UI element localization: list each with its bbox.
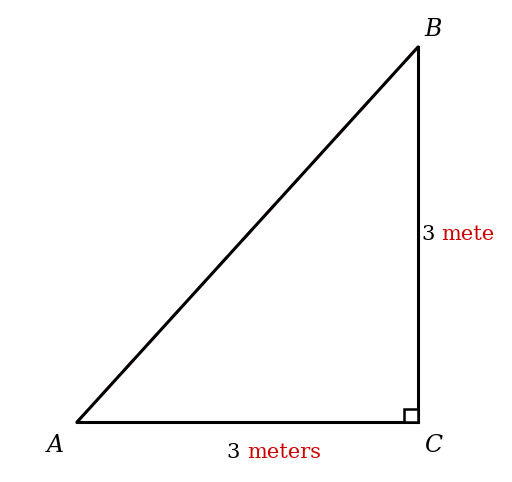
Text: meters: meters bbox=[247, 442, 322, 462]
Text: 3: 3 bbox=[421, 225, 441, 244]
Text: A: A bbox=[47, 434, 64, 457]
Text: C: C bbox=[424, 434, 442, 457]
Text: 3: 3 bbox=[227, 442, 247, 462]
Text: mete: mete bbox=[441, 225, 495, 244]
Text: B: B bbox=[424, 18, 442, 41]
Bar bbox=[404, 409, 418, 422]
